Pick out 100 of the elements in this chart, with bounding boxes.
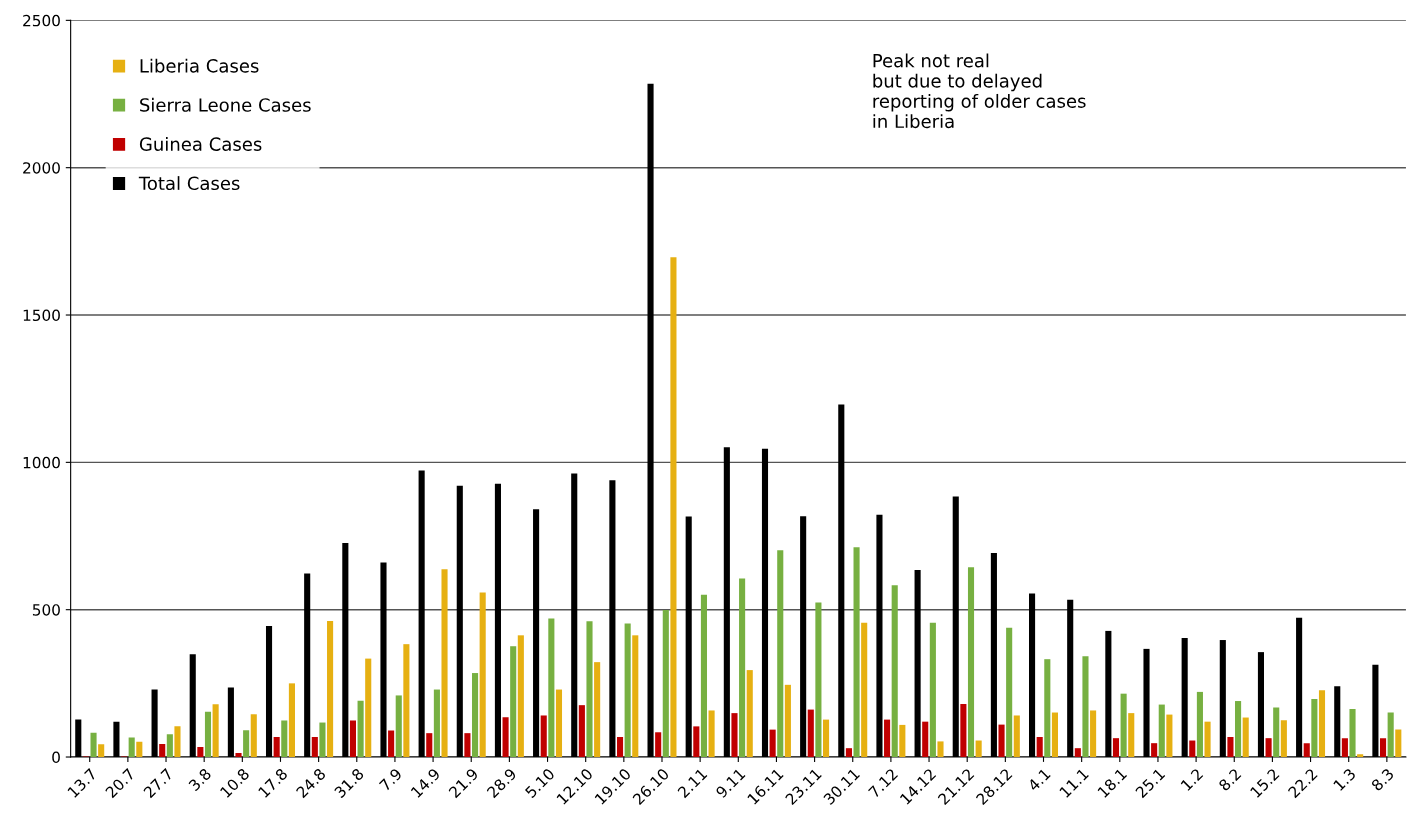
bar <box>1227 736 1234 758</box>
x-tick-label: 8.3 <box>1370 767 1395 792</box>
bar <box>1013 715 1020 758</box>
bar <box>594 662 601 758</box>
bar <box>365 658 372 758</box>
bar <box>1120 693 1127 758</box>
bar <box>388 730 395 758</box>
bar <box>815 602 822 758</box>
bar <box>349 720 357 758</box>
x-tick-label: 4.1 <box>1027 768 1051 792</box>
bar <box>777 550 784 758</box>
bar <box>1204 721 1211 758</box>
bar <box>1280 720 1287 758</box>
bar <box>822 719 830 758</box>
legend-label: Sierra Leone Cases <box>140 97 311 112</box>
y-tick-label: 500 <box>32 604 60 616</box>
bar <box>357 700 364 758</box>
bar <box>632 635 639 758</box>
bar <box>441 569 448 758</box>
bar <box>769 729 776 758</box>
bar <box>807 709 814 758</box>
bar <box>1128 713 1135 758</box>
bar <box>998 724 1005 758</box>
bar <box>624 623 631 758</box>
bar <box>281 720 288 758</box>
bar <box>1112 738 1120 758</box>
bar <box>937 741 944 758</box>
bar <box>922 721 929 758</box>
bar <box>616 736 624 758</box>
bar <box>1166 714 1173 758</box>
legend-label: Guinea Cases <box>139 136 262 151</box>
bar <box>578 705 585 758</box>
bar <box>1379 738 1387 758</box>
bar <box>212 704 219 758</box>
bar <box>250 714 257 758</box>
x-tick-label: 3.8 <box>188 767 212 792</box>
bar <box>98 744 105 758</box>
bar <box>1196 691 1203 758</box>
bar <box>746 670 753 758</box>
bar <box>174 726 181 758</box>
bar <box>1273 707 1280 758</box>
bar <box>510 646 517 758</box>
bar <box>136 741 143 758</box>
bar <box>159 744 166 758</box>
bar <box>235 752 242 758</box>
bar <box>464 733 471 758</box>
bar <box>929 622 936 758</box>
bar <box>1006 627 1013 758</box>
y-tick-label: 1000 <box>23 456 60 469</box>
bar <box>845 748 852 758</box>
bar <box>327 620 334 758</box>
bar <box>1341 738 1348 758</box>
bar <box>1395 729 1402 758</box>
bar <box>693 726 700 758</box>
bar <box>1242 717 1249 758</box>
bar <box>1189 740 1196 758</box>
bar <box>861 622 868 758</box>
bar <box>655 732 662 758</box>
bar <box>731 713 738 758</box>
bar <box>1235 701 1242 758</box>
bar <box>395 695 402 758</box>
bar <box>1082 656 1089 758</box>
bar <box>555 689 563 758</box>
bar <box>1044 659 1051 758</box>
bar <box>1074 748 1081 758</box>
bar <box>288 683 295 758</box>
bar <box>739 578 746 758</box>
bar <box>1311 698 1318 758</box>
y-tick-label: 1500 <box>23 309 60 322</box>
bar <box>311 736 318 758</box>
bar <box>700 594 708 758</box>
bar <box>426 733 433 758</box>
bar <box>662 609 669 758</box>
bar <box>1036 736 1043 758</box>
bar <box>899 724 906 758</box>
bar <box>708 710 715 758</box>
bar <box>403 644 410 758</box>
bar <box>166 734 173 758</box>
bar <box>891 585 898 758</box>
bar <box>586 621 593 758</box>
bar <box>1051 712 1058 758</box>
x-tick-label: 8.2 <box>1218 768 1242 792</box>
bar <box>479 592 486 758</box>
bar <box>472 673 479 758</box>
annotation: Peak not real but due to delayed reporting of older cases in Liberia <box>873 53 1086 129</box>
bar <box>975 740 982 758</box>
bar <box>128 737 135 758</box>
bar <box>853 547 860 758</box>
bar <box>90 732 97 758</box>
bar <box>967 567 975 758</box>
x-tick-label: 1.2 <box>1180 768 1204 791</box>
bar <box>433 689 440 758</box>
bar <box>1158 704 1165 758</box>
legend-label: Total Cases <box>138 176 240 191</box>
bar <box>960 703 967 758</box>
bar <box>884 719 891 758</box>
bar <box>517 635 524 758</box>
y-tick-label: 2500 <box>23 14 60 27</box>
bar <box>540 715 547 758</box>
bar <box>273 736 280 758</box>
